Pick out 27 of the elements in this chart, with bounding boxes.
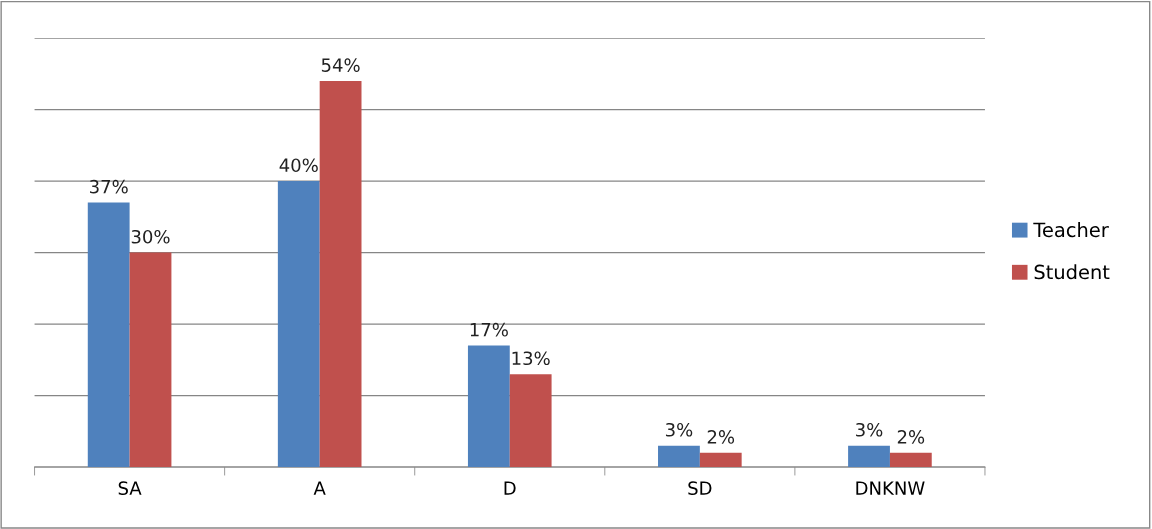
bar <box>509 374 552 468</box>
data-label: 37% <box>90 179 128 194</box>
data-label: 2% <box>897 430 925 444</box>
bar <box>87 202 130 468</box>
data-label: 17% <box>470 322 508 337</box>
data-label: 54% <box>321 58 360 72</box>
x-tick-label: A <box>313 481 326 495</box>
bar <box>699 452 742 468</box>
data-label: 30% <box>131 229 170 244</box>
x-tick-label: SA <box>118 481 142 495</box>
bar <box>129 252 172 468</box>
data-label: 3% <box>665 422 693 437</box>
bar <box>467 345 510 468</box>
x-tick-label: SD <box>688 481 712 495</box>
data-label: 3% <box>856 422 883 437</box>
x-tick-label: DNKNW <box>856 481 925 495</box>
bar <box>277 181 320 468</box>
legend-label: Student <box>1034 264 1110 280</box>
bar <box>319 80 362 468</box>
data-label: 13% <box>512 351 550 366</box>
bar <box>889 452 932 468</box>
bar <box>848 445 890 468</box>
data-label: 40% <box>279 158 318 173</box>
x-tick-label: D <box>504 481 516 495</box>
data-label: 2% <box>707 430 735 444</box>
legend-label: Teacher <box>1033 222 1109 238</box>
bar <box>658 445 700 468</box>
